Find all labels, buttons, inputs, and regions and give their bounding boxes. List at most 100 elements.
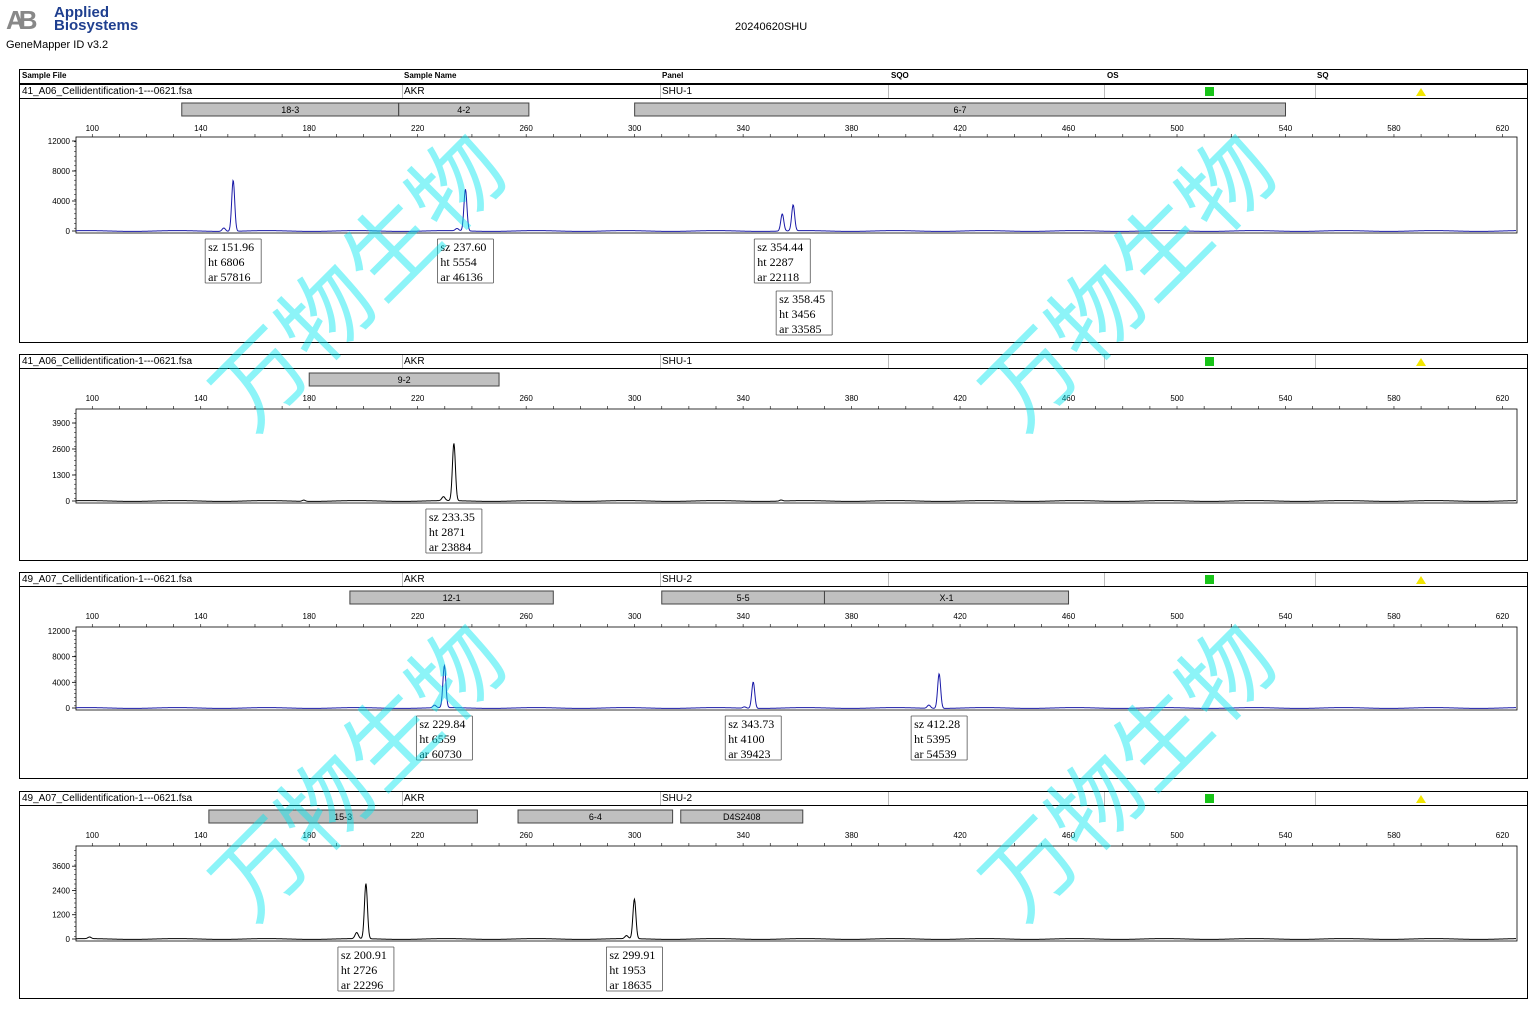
cell-divider — [888, 355, 889, 368]
panel-cell: SHU-1 — [662, 86, 693, 97]
cell-divider — [888, 573, 889, 586]
allele-marker-6-7[interactable] — [634, 102, 1286, 117]
y-tick-label: 2600 — [52, 445, 70, 454]
peak-sz-text: sz 412.28 — [914, 717, 960, 731]
header-sample-name[interactable]: Sample Name — [404, 71, 457, 80]
peak-label-box — [754, 239, 811, 283]
peak-sz-text: sz 151.96 — [208, 240, 254, 254]
x-tick-label: 380 — [845, 831, 859, 840]
marker-label: D4S2408 — [723, 812, 761, 822]
sq-warning-icon — [1416, 576, 1426, 584]
x-tick-label: 140 — [194, 831, 208, 840]
x-tick-label: 260 — [519, 124, 533, 133]
peak-sz-text: sz 299.91 — [609, 948, 655, 962]
peak-ar-text: ar 33585 — [779, 322, 821, 336]
peak-ar-text: ar 22296 — [341, 978, 383, 992]
cell-divider — [1315, 573, 1316, 586]
x-tick-label: 180 — [303, 612, 317, 621]
y-tick-label: 0 — [66, 227, 71, 236]
sample-row[interactable]: 41_A06_Cellidentification-1---0621.fsa AK… — [20, 85, 1527, 99]
x-tick-label: 260 — [519, 612, 533, 621]
y-tick-label: 2400 — [52, 886, 70, 895]
sample-row[interactable]: 41_A06_Cellidentification-1---0621.fsa AK… — [20, 355, 1527, 369]
os-pass-icon — [1205, 575, 1214, 584]
x-tick-label: 540 — [1279, 394, 1293, 403]
x-tick-label: 580 — [1387, 394, 1401, 403]
x-tick-label: 300 — [628, 394, 642, 403]
allele-marker-D4S2408[interactable] — [680, 809, 804, 824]
allele-marker-15-3[interactable] — [208, 809, 478, 824]
peak-ht-text: ht 1953 — [609, 963, 645, 977]
brand-name: Applied Biosystems — [54, 5, 164, 33]
x-tick-label: 620 — [1496, 831, 1510, 840]
y-tick-label: 3600 — [52, 862, 70, 871]
cell-divider — [402, 85, 403, 98]
x-tick-label: 500 — [1170, 124, 1184, 133]
x-tick-label: 340 — [736, 612, 750, 621]
sample-row[interactable]: 49_A07_Cellidentification-1---0621.fsa AK… — [20, 573, 1527, 587]
cell-divider — [402, 573, 403, 586]
allele-marker-12-1[interactable] — [349, 590, 554, 605]
x-tick-label: 380 — [845, 612, 859, 621]
electropherogram-svg: 12-1 5-5 X-1 100 140 180 220 260 300 340 380 420 460… — [48, 590, 1518, 761]
x-tick-label: 140 — [194, 612, 208, 621]
x-tick-label: 620 — [1496, 612, 1510, 621]
cell-divider — [660, 85, 661, 98]
cell-divider — [1104, 792, 1105, 805]
peak-sz-text: sz 233.35 — [429, 510, 475, 524]
y-tick-label: 4000 — [52, 678, 70, 687]
electropherogram-panel: 41_A06_Cellidentification-1---0621.fsa AK… — [19, 84, 1528, 343]
x-tick-label: 220 — [411, 612, 425, 621]
header-sqo[interactable]: SQO — [891, 71, 909, 80]
x-tick-label: 500 — [1170, 831, 1184, 840]
peak-label-box — [337, 947, 394, 991]
x-tick-label: 340 — [736, 124, 750, 133]
allele-marker-X-1[interactable] — [823, 590, 1070, 605]
sample-name-cell: AKR — [404, 574, 425, 585]
x-tick-label: 300 — [628, 612, 642, 621]
x-tick-label: 300 — [628, 831, 642, 840]
marker-label: 18-3 — [281, 105, 299, 115]
software-version: GeneMapper ID v3.2 — [6, 39, 109, 51]
peak-ar-text: ar 18635 — [609, 978, 651, 992]
allele-marker-9-2[interactable] — [308, 372, 500, 387]
cell-divider — [660, 573, 661, 586]
allele-marker-4-2[interactable] — [398, 102, 530, 117]
cell-divider — [402, 355, 403, 368]
x-tick-label: 460 — [1062, 394, 1076, 403]
os-pass-icon — [1205, 794, 1214, 803]
header-os[interactable]: OS — [1107, 71, 1119, 80]
electropherogram-panel: 41_A06_Cellidentification-1---0621.fsa AK… — [19, 354, 1528, 561]
header-sample-file[interactable]: Sample File — [22, 71, 67, 80]
peak-sz-text: sz 354.44 — [757, 240, 803, 254]
allele-marker-6-4[interactable] — [517, 809, 674, 824]
x-tick-label: 540 — [1279, 124, 1293, 133]
y-tick-label: 0 — [66, 704, 71, 713]
peak-ht-text: ht 6806 — [208, 255, 244, 269]
peak-ar-text: ar 22118 — [757, 270, 799, 284]
header-panel[interactable]: Panel — [662, 71, 684, 80]
cell-divider — [402, 792, 403, 805]
peak-label-box — [205, 239, 262, 283]
sq-warning-icon — [1416, 795, 1426, 803]
peak-ar-text: ar 54539 — [914, 747, 956, 761]
header-sq[interactable]: SQ — [1317, 71, 1329, 80]
y-tick-label: 0 — [66, 935, 71, 944]
x-tick-label: 260 — [519, 394, 533, 403]
plot-frame — [75, 626, 1518, 711]
x-tick-label: 620 — [1496, 124, 1510, 133]
cell-divider — [660, 792, 661, 805]
ab-logo-mark: AB — [6, 5, 38, 35]
sq-warning-icon — [1416, 88, 1426, 96]
sample-row[interactable]: 49_A07_Cellidentification-1---0621.fsa AK… — [20, 792, 1527, 806]
